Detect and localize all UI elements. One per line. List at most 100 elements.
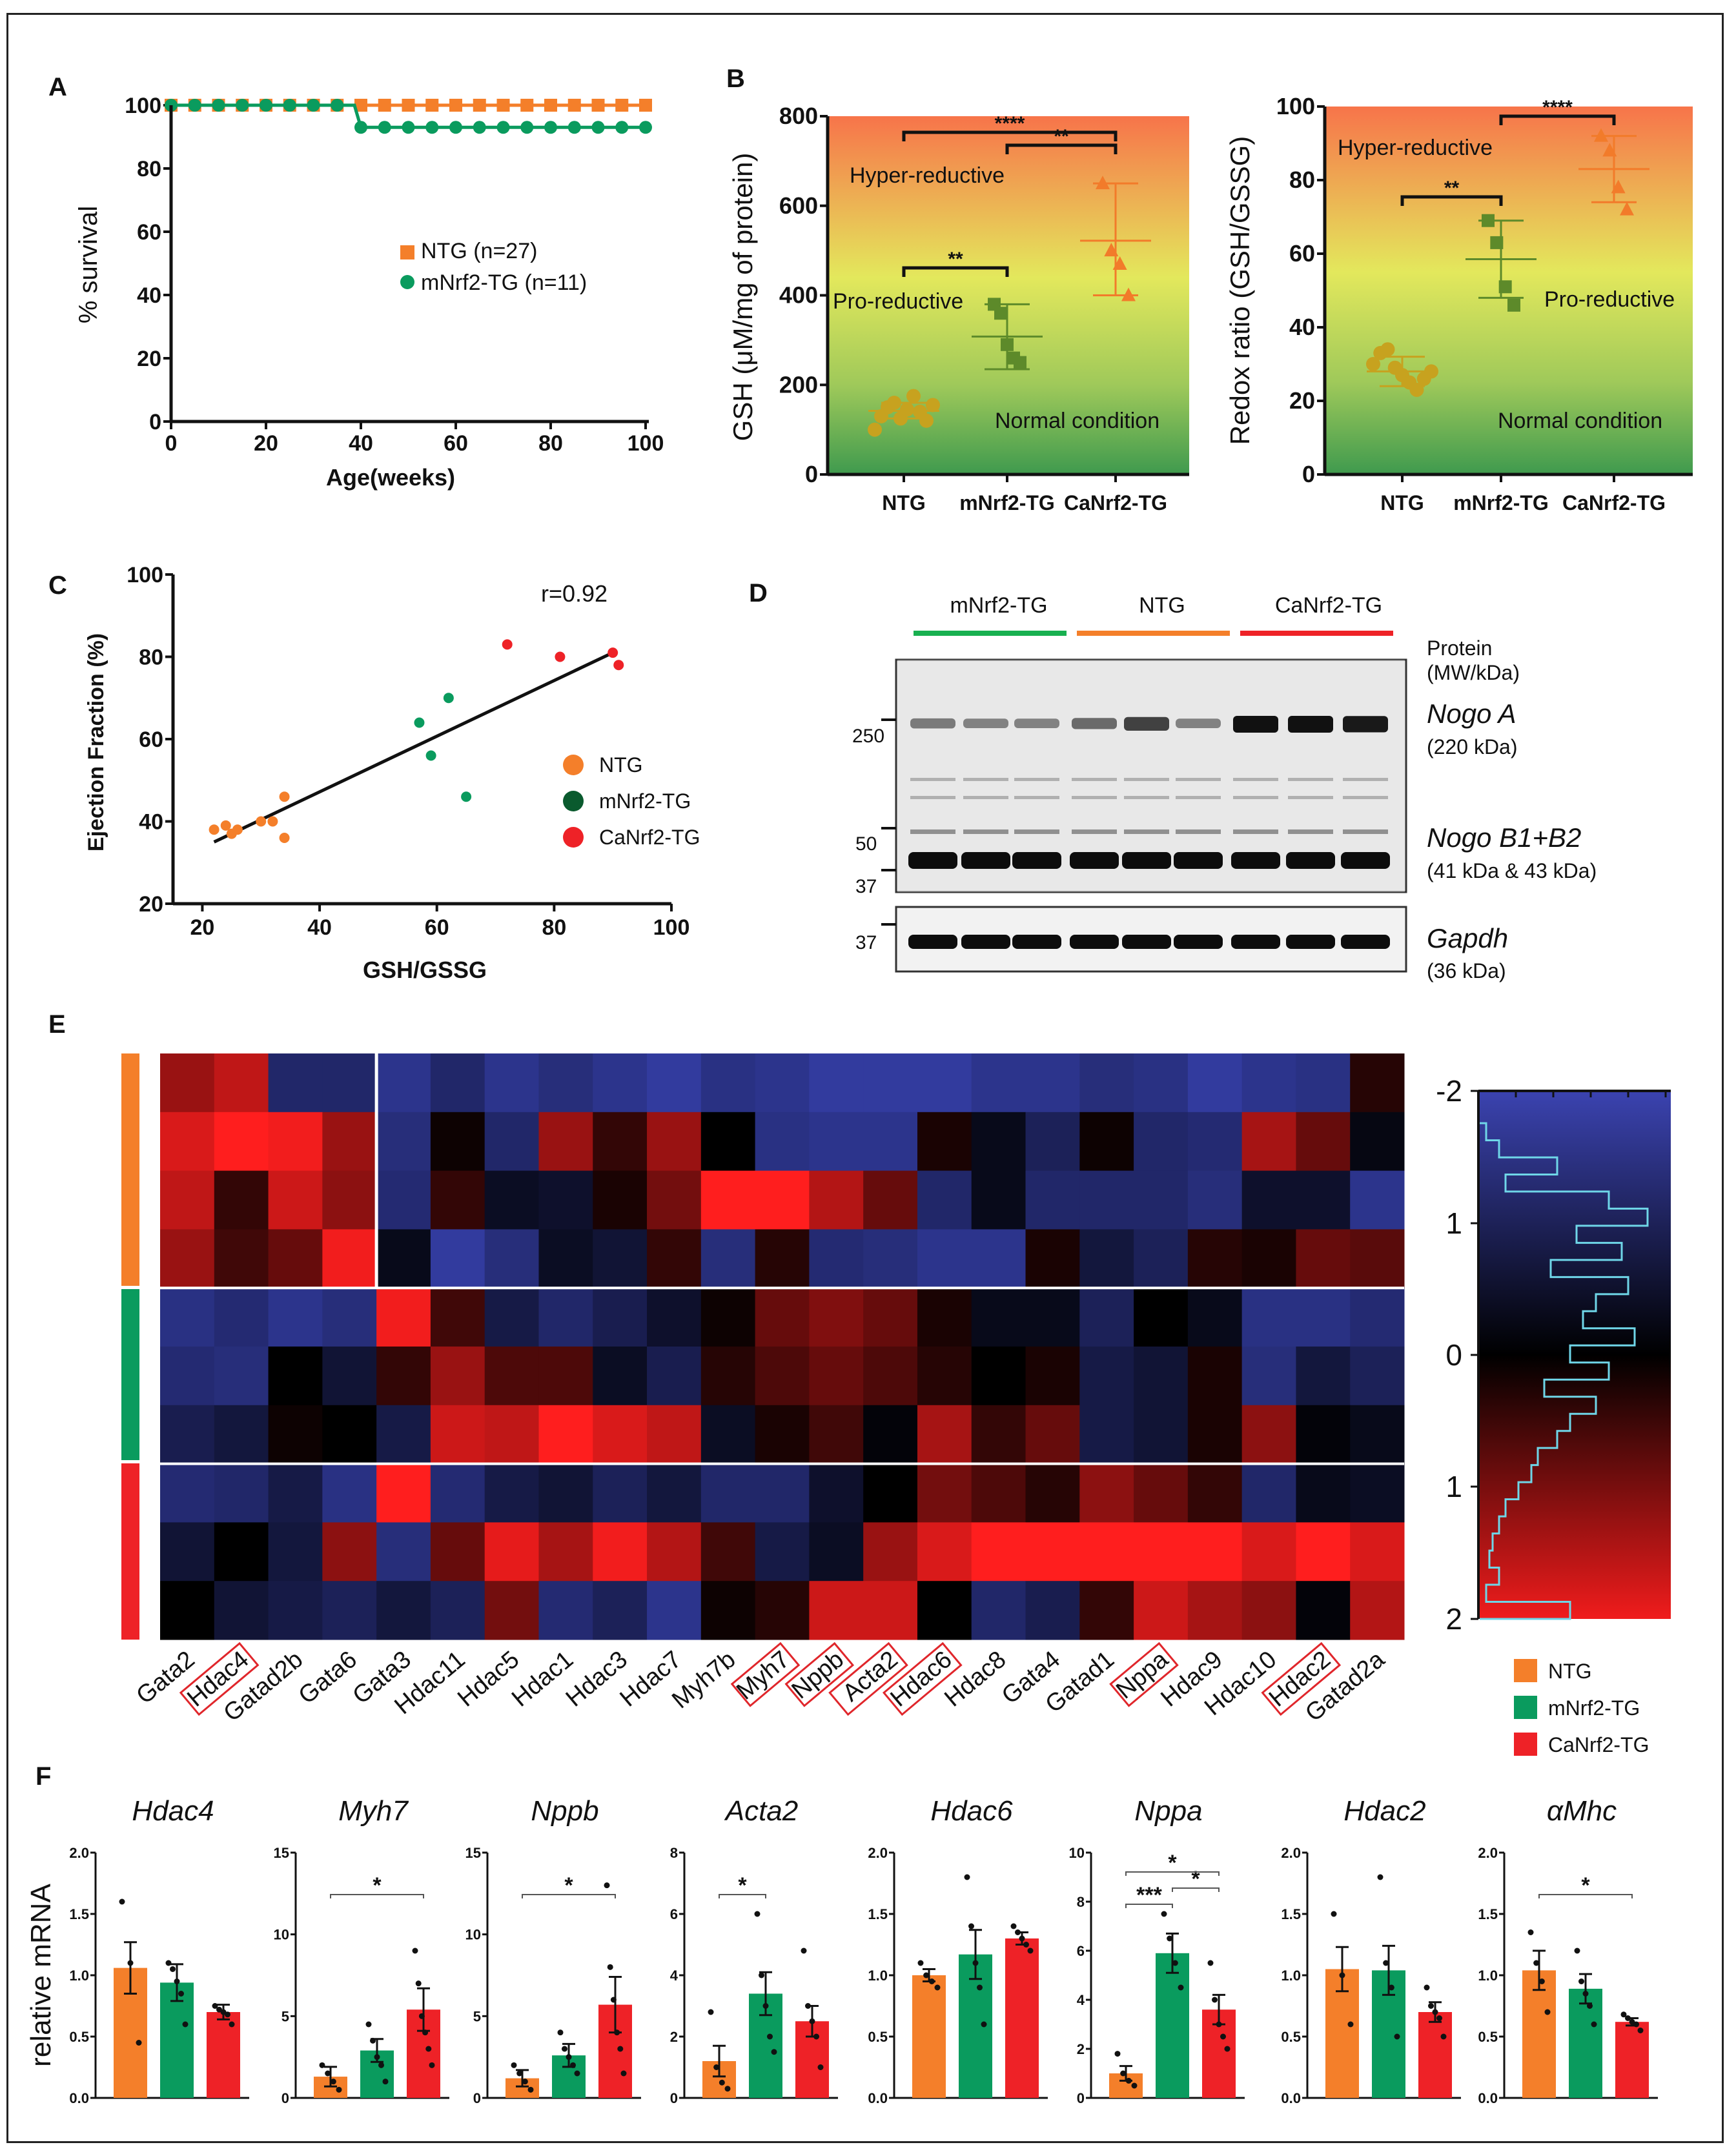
- heatmap-cell: [538, 1053, 593, 1113]
- heatmap-cell: [322, 1405, 377, 1465]
- bar-chart-title: Nppb: [531, 1795, 598, 1827]
- bar-sig-label: *: [738, 1873, 747, 1898]
- bar-2: [207, 2012, 240, 2098]
- band-nogo-b-upper: [1124, 829, 1169, 834]
- heatmap-cell: [1134, 1405, 1189, 1465]
- bar-data-point: [1114, 2051, 1121, 2057]
- bar-chart-title: Hdac2: [1343, 1795, 1425, 1827]
- heatmap-cell: [863, 1463, 918, 1523]
- heatmap-cell: [268, 1405, 323, 1465]
- heatmap-cell: [917, 1405, 972, 1465]
- heatmap-cell: [1241, 1229, 1296, 1288]
- heatmap-cell: [647, 1405, 702, 1465]
- heatmap-col-label-box: [730, 1642, 801, 1707]
- heatmap-cell: [430, 1288, 485, 1347]
- bar-data-point: [212, 2003, 218, 2009]
- bar-sig-bracket: [330, 1894, 424, 1898]
- heatmap-col-label: Hdac1: [507, 1646, 578, 1713]
- bar-data-point: [968, 1923, 974, 1929]
- panel-b-ytick-label: 600: [779, 192, 818, 219]
- heatmap-cell: [700, 1170, 756, 1230]
- bar-data-point: [708, 2009, 714, 2015]
- heatmap-cell: [1079, 1229, 1134, 1288]
- bar-data-point: [610, 1997, 617, 2003]
- heatmap-cell: [1296, 1288, 1351, 1347]
- heatmap-cell: [484, 1522, 539, 1581]
- panel-a-point: [449, 121, 462, 134]
- panel-a-ytick-label: 60: [137, 220, 161, 245]
- bar-data-point: [562, 2046, 567, 2052]
- heatmap-cell: [917, 1581, 972, 1640]
- panel-c-point-0: [279, 791, 290, 802]
- bar-data-point: [527, 2086, 534, 2093]
- colorbar-axis: -2 1 0 1 2: [1436, 1074, 1671, 1636]
- bar-chart-ytick-label: 2: [670, 2029, 678, 2045]
- bar-data-point: [1027, 1948, 1034, 1954]
- panel-a-point: [188, 99, 201, 112]
- bar-data-point: [1015, 1929, 1021, 1935]
- blot-group-canrf2: CaNrf2-TG: [1275, 593, 1382, 618]
- heatmap-cell: [214, 1170, 269, 1230]
- bar-sig-label: *: [564, 1873, 573, 1898]
- heatmap-cell: [863, 1347, 918, 1406]
- bar-data-point: [365, 2021, 372, 2028]
- bar-chart-ytick-label: 4: [670, 1968, 679, 1984]
- heatmap-cell: [1079, 1463, 1134, 1523]
- panel-label-a: A: [48, 73, 67, 101]
- panel-c-axes: 20 40 60 80 100 20 40 60 80 100: [127, 563, 689, 940]
- heatmap-cell: [1296, 1170, 1351, 1230]
- blot-bar-canrf2: [1240, 631, 1393, 636]
- bar-data-point: [182, 2021, 189, 2028]
- band-faint: [910, 796, 955, 799]
- band-faint: [1072, 796, 1117, 799]
- legend-e-mnrf2-swatch: [1514, 1696, 1537, 1719]
- panel-b1-ylabel: GSH (μM/mg of protein): [728, 153, 758, 442]
- bar-data-point: [1331, 1911, 1337, 1917]
- bar-chart-2: Nppb 0 5 10 15 *: [465, 1795, 641, 2106]
- panel-b-xtick-label: CaNrf2-TG: [1064, 491, 1167, 514]
- bar-chart-7: αMhc 0.0 0.5 1.0 1.5 2.0 *: [1478, 1795, 1658, 2106]
- band-gapdh-kda: (36 kDa): [1427, 959, 1506, 982]
- heatmap-col-label: Hdac5: [453, 1646, 524, 1713]
- bar-chart-ytick-label: 10: [274, 1927, 289, 1943]
- panel-a-ylabel: % survival: [74, 206, 103, 323]
- panel-b-xtick-label: mNrf2-TG: [1453, 491, 1549, 514]
- bar-data-point: [566, 2054, 572, 2060]
- panel-b-sig-label: **: [1054, 126, 1069, 147]
- bar-data-point: [981, 2021, 987, 2028]
- panel-a-point: [615, 121, 629, 134]
- band-faint: [1124, 778, 1169, 781]
- heatmap-col-label: Hdac8: [939, 1646, 1011, 1713]
- panel-a-line-1: [171, 103, 646, 129]
- panel-c-point-2: [502, 639, 513, 650]
- band-gapdh: [1070, 935, 1119, 949]
- panel-a-point: [639, 99, 652, 112]
- heatmap-cell: [700, 1581, 756, 1640]
- panel-b-sig-label: ****: [995, 113, 1025, 134]
- group-bar-ntg: [121, 1053, 139, 1286]
- heatmap-cell: [1025, 1288, 1080, 1347]
- heatmap-cell: [484, 1463, 539, 1523]
- panel-a-point: [378, 99, 391, 112]
- bar-sig-label: *: [1191, 1867, 1200, 1891]
- heatmap-cell: [430, 1170, 485, 1230]
- bar-chart-ytick-label: 0: [670, 2090, 678, 2106]
- heatmap-cell: [809, 1170, 864, 1230]
- panel-c-correlation-chart: 20 40 60 80 100 20 40 60 80 100 Ejection Fraction…: [84, 563, 700, 983]
- band-gapdh: [1231, 935, 1280, 949]
- heatmap-cell: [1025, 1053, 1080, 1113]
- heatmap-cell: [1025, 1170, 1080, 1230]
- bar-chart-ytick-label: 0: [281, 2090, 289, 2106]
- heatmap-cell: [917, 1229, 972, 1288]
- bar-data-point: [1625, 2015, 1631, 2021]
- bar-chart-ytick-label: 1.0: [1478, 1968, 1498, 1984]
- panel-a-point: [283, 99, 296, 112]
- heatmap-cell: [538, 1463, 593, 1523]
- heatmap-cell: [1079, 1347, 1134, 1406]
- heatmap-cell: [809, 1405, 864, 1465]
- blot-bar-ntg: [1077, 631, 1230, 636]
- band-faint: [1233, 778, 1278, 781]
- panel-b-sig-bracket: [1005, 143, 1118, 154]
- bar-data-point: [570, 2062, 576, 2068]
